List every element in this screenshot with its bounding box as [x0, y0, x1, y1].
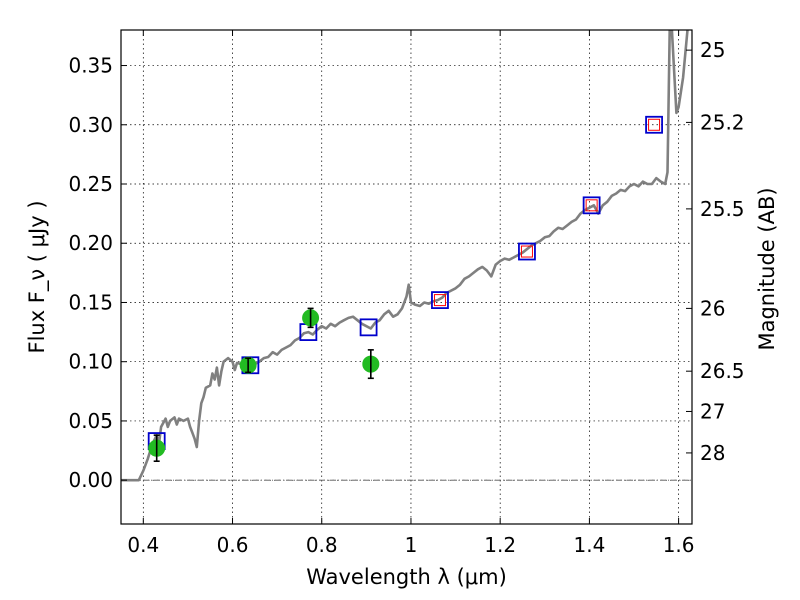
model-box — [645, 115, 663, 134]
model-box-inner — [648, 118, 661, 131]
right-tick-label: 28 — [700, 441, 725, 465]
right-tick-label: 25.2 — [700, 110, 745, 134]
y-tick-label: 0.30 — [68, 113, 113, 137]
y-axis-right-label: Magnitude (AB) — [755, 187, 779, 350]
sed-line — [121, 30, 689, 482]
plot-frame — [120, 29, 693, 525]
model-box-inner — [585, 199, 598, 212]
y-tick-label: 0.20 — [68, 231, 113, 255]
model-box-inner — [520, 245, 533, 258]
x-tick-label: 1 — [405, 533, 418, 557]
x-tick-label: 0.4 — [127, 533, 159, 557]
y-tick-label: 0.25 — [68, 172, 113, 196]
x-tick-label: 0.6 — [217, 533, 249, 557]
right-tick-label: 26.5 — [700, 359, 745, 383]
y-axis-label: Flux F_ν ( μJy ) — [25, 200, 50, 353]
y-tick-label: 0.10 — [68, 350, 113, 374]
right-tick-label: 25.5 — [700, 197, 745, 221]
y-tick-label: 0.35 — [68, 54, 113, 78]
ticks — [121, 30, 692, 524]
right-tick-label: 25 — [700, 38, 725, 62]
y-tick-label: 0.05 — [68, 409, 113, 433]
model-box — [431, 291, 449, 310]
x-tick-label: 1.2 — [484, 533, 516, 557]
tick-labels: 0.4 0.6 0.8 1 1.2 1.4 1.6 0.00 0.05 0.10 0.15 0.20 0… — [68, 38, 744, 557]
y-tick-label: 0.00 — [68, 468, 113, 492]
model-box — [582, 196, 601, 215]
grid — [121, 30, 692, 524]
right-tick-label: 26 — [700, 296, 725, 320]
x-tick-label: 0.8 — [306, 533, 338, 557]
model-box — [518, 242, 536, 261]
x-tick-label: 1.4 — [573, 533, 605, 557]
sed-line-group — [121, 30, 689, 482]
model-box-inner — [433, 294, 446, 307]
x-axis-label: Wavelength λ (μm) — [306, 565, 507, 589]
y-tick-label: 0.15 — [68, 290, 113, 314]
right-tick-label: 27 — [700, 399, 725, 423]
model-box — [359, 318, 378, 337]
x-tick-label: 1.6 — [663, 533, 695, 557]
marker-group — [147, 115, 663, 463]
